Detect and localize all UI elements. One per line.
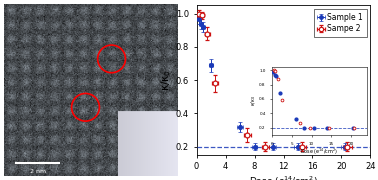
X-axis label: Dose (e$^{14}$/cm$^2$): Dose (e$^{14}$/cm$^2$) bbox=[249, 174, 318, 180]
Text: 2 nm: 2 nm bbox=[29, 170, 46, 174]
Y-axis label: $\kappa/\kappa_0$: $\kappa/\kappa_0$ bbox=[249, 95, 258, 107]
Legend: Sample 1, Sampe 2: Sample 1, Sampe 2 bbox=[314, 9, 367, 37]
Y-axis label: κ/κ$_0$: κ/κ$_0$ bbox=[159, 69, 173, 91]
X-axis label: Dose (e$^{14}$/cm$^2$): Dose (e$^{14}$/cm$^2$) bbox=[300, 147, 339, 157]
